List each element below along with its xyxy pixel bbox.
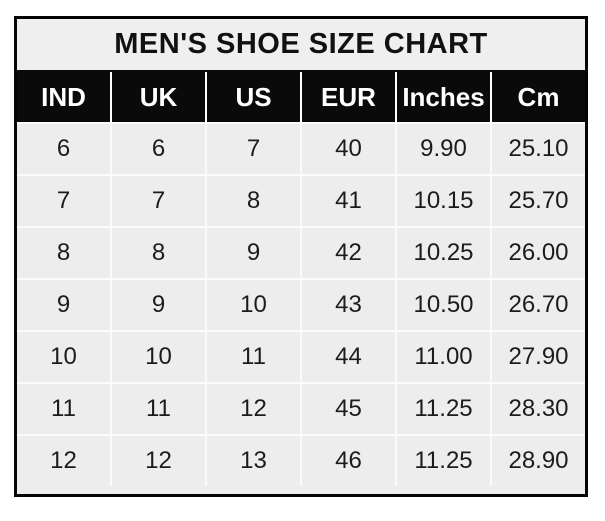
table-cell: 12	[207, 384, 300, 434]
table-row: 8 8 9 42 10.25 26.00	[17, 228, 585, 278]
table-cell: 12	[17, 436, 110, 486]
table-cell: 45	[302, 384, 395, 434]
table-row: 11 11 12 45 11.25 28.30	[17, 384, 585, 434]
chart-title: MEN'S SHOE SIZE CHART	[17, 19, 585, 70]
table-cell: 10	[17, 332, 110, 382]
table-cell: 9.90	[397, 124, 490, 174]
table-row: 7 7 8 41 10.15 25.70	[17, 176, 585, 226]
table-cell: 41	[302, 176, 395, 226]
table-cell: 26.70	[492, 280, 585, 330]
table-cell: 10	[112, 332, 205, 382]
column-header-ind: IND	[17, 72, 110, 122]
table-cell: 10	[207, 280, 300, 330]
table-row: 10 10 11 44 11.00 27.90	[17, 332, 585, 382]
table-cell: 11.25	[397, 384, 490, 434]
table-cell: 27.90	[492, 332, 585, 382]
table-body: 6 6 7 40 9.90 25.10 7 7 8 41 10.15 25.70…	[17, 122, 585, 486]
table-cell: 7	[17, 176, 110, 226]
table-cell: 28.90	[492, 436, 585, 486]
table-cell: 8	[112, 228, 205, 278]
table-header-row: IND UK US EUR Inches Cm	[17, 70, 585, 122]
shoe-size-chart: MEN'S SHOE SIZE CHART IND UK US EUR Inch…	[14, 16, 588, 497]
table-cell: 11	[207, 332, 300, 382]
table-cell: 46	[302, 436, 395, 486]
table-cell: 11.00	[397, 332, 490, 382]
column-header-us: US	[207, 72, 300, 122]
table-cell: 10.50	[397, 280, 490, 330]
table-cell: 10.25	[397, 228, 490, 278]
column-header-inches: Inches	[397, 72, 490, 122]
table-cell: 25.10	[492, 124, 585, 174]
table-cell: 9	[17, 280, 110, 330]
table-cell: 9	[112, 280, 205, 330]
table-cell: 11.25	[397, 436, 490, 486]
table-cell: 7	[112, 176, 205, 226]
table-cell: 11	[17, 384, 110, 434]
table-cell: 11	[112, 384, 205, 434]
column-header-eur: EUR	[302, 72, 395, 122]
table-cell: 8	[207, 176, 300, 226]
table-cell: 10.15	[397, 176, 490, 226]
table-cell: 25.70	[492, 176, 585, 226]
table-cell: 42	[302, 228, 395, 278]
table-cell: 40	[302, 124, 395, 174]
table-cell: 9	[207, 228, 300, 278]
table-cell: 13	[207, 436, 300, 486]
table-row: 12 12 13 46 11.25 28.90	[17, 436, 585, 486]
column-header-cm: Cm	[492, 72, 585, 122]
table-cell: 12	[112, 436, 205, 486]
table-cell: 43	[302, 280, 395, 330]
table-cell: 6	[112, 124, 205, 174]
table-cell: 7	[207, 124, 300, 174]
bottom-strip	[17, 488, 585, 494]
column-header-uk: UK	[112, 72, 205, 122]
table-cell: 6	[17, 124, 110, 174]
table-cell: 26.00	[492, 228, 585, 278]
table-row: 9 9 10 43 10.50 26.70	[17, 280, 585, 330]
table-row: 6 6 7 40 9.90 25.10	[17, 124, 585, 174]
table-cell: 8	[17, 228, 110, 278]
table-cell: 44	[302, 332, 395, 382]
table-cell: 28.30	[492, 384, 585, 434]
